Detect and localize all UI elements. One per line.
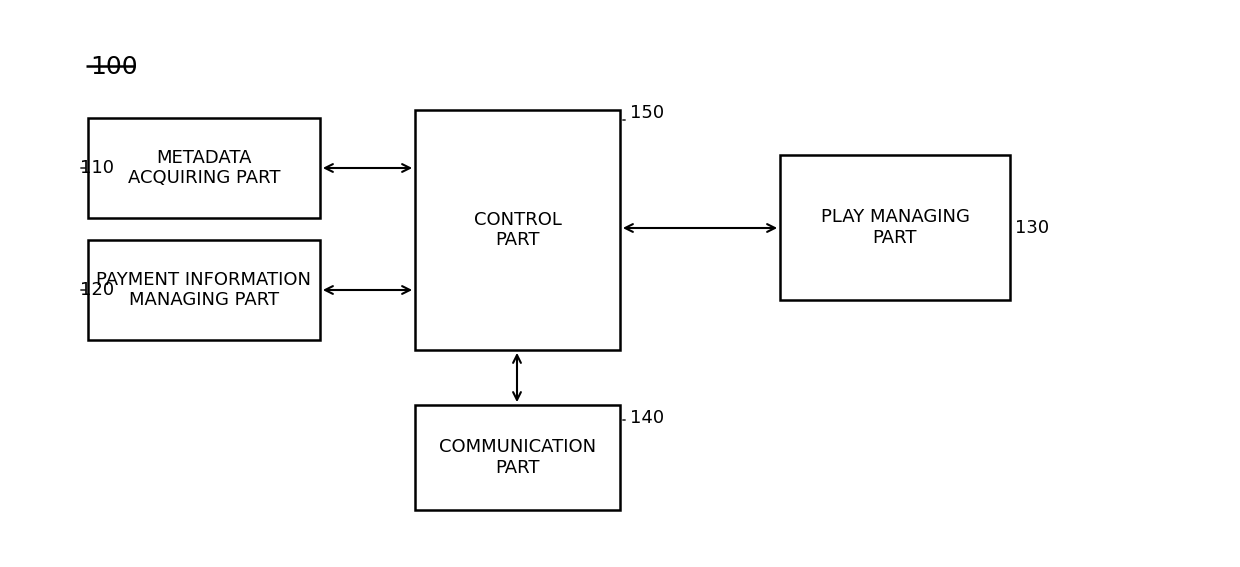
Text: 130: 130 <box>1016 219 1049 237</box>
Text: METADATA
ACQUIRING PART: METADATA ACQUIRING PART <box>128 149 280 188</box>
Bar <box>415 110 620 350</box>
Text: 110: 110 <box>81 159 114 177</box>
Text: PAYMENT INFORMATION
MANAGING PART: PAYMENT INFORMATION MANAGING PART <box>97 270 311 310</box>
Text: CONTROL
PART: CONTROL PART <box>474 210 562 249</box>
Text: COMMUNICATION
PART: COMMUNICATION PART <box>439 438 596 477</box>
Bar <box>88 240 320 340</box>
Bar <box>88 118 320 218</box>
Bar <box>780 155 1011 300</box>
Text: 140: 140 <box>630 409 665 427</box>
Text: PLAY MANAGING
PART: PLAY MANAGING PART <box>821 208 970 247</box>
Text: 150: 150 <box>630 104 665 122</box>
Text: 120: 120 <box>81 281 114 299</box>
Text: 100: 100 <box>91 55 138 79</box>
Bar <box>415 405 620 510</box>
